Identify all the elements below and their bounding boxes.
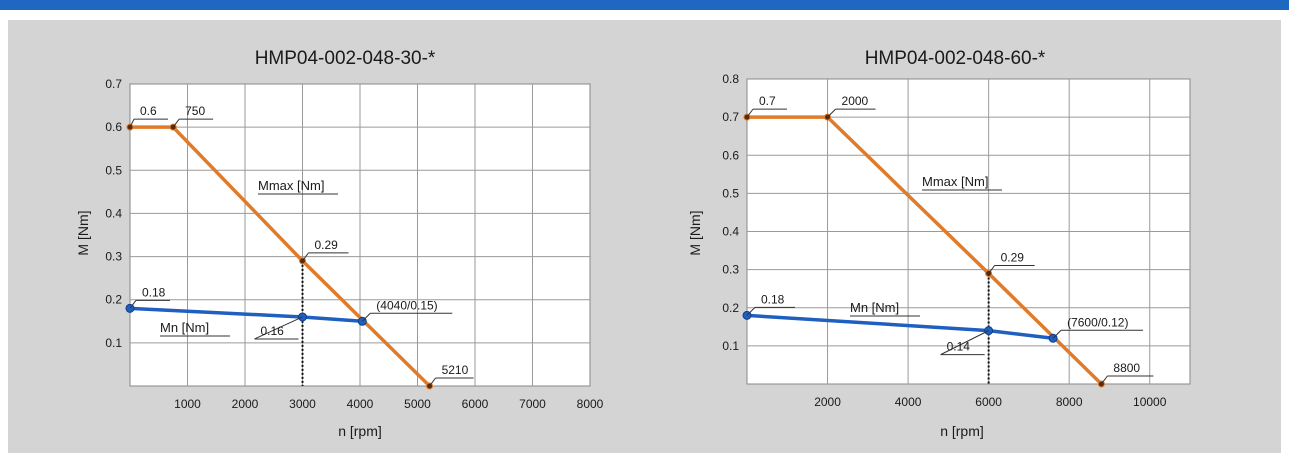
x-tick-label: 7000 — [519, 397, 546, 411]
chart-right: HMP04-002-048-60-* n [rpm] M [Nm] 2000 40… — [687, 48, 1191, 439]
annotation-leader — [429, 377, 436, 387]
y-tick-label: 0.2 — [105, 293, 122, 307]
x-tick-label: 6000 — [975, 395, 1002, 409]
annotation-leader — [254, 316, 303, 340]
annotation-leader — [827, 108, 836, 118]
y-tick-label: 0.6 — [722, 148, 739, 162]
chart-left: HMP04-002-048-30-* n [rpm] M [Nm] 1000 20… — [75, 48, 604, 439]
series-label-mmax: Mmax [Nm] — [258, 178, 324, 193]
x-tick-label: 3000 — [289, 397, 316, 411]
y-axis-label: M [Nm] — [687, 210, 703, 255]
y-tick-label: 0.8 — [722, 72, 739, 86]
x-tick-label: 8000 — [1056, 395, 1083, 409]
y-tick-label: 0.7 — [722, 110, 739, 124]
annotation-label: 0.14 — [947, 340, 971, 354]
annotation-label: 5210 — [442, 363, 469, 377]
x-tick-label: 6000 — [462, 397, 489, 411]
x-tick-label: 8000 — [577, 397, 604, 411]
annotation-label: 0.6 — [140, 104, 157, 118]
annotation-label: 0.18 — [761, 292, 785, 306]
series-label-mn: Mn [Nm] — [160, 320, 209, 335]
annotation-leader — [129, 300, 137, 309]
series-line-mmax — [747, 115, 1103, 386]
series-label-mmax: Mmax [Nm] — [922, 174, 988, 189]
x-tick-label: 2000 — [232, 397, 259, 411]
chart-title: HMP04-002-048-60-* — [865, 48, 1046, 69]
y-tick-label: 0.3 — [722, 263, 739, 277]
x-tick-label: 10000 — [1133, 395, 1167, 409]
x-axis-label: n [rpm] — [940, 423, 984, 439]
annotation-label: (7600/0.12) — [1067, 315, 1128, 329]
y-tick-label: 0.5 — [722, 186, 739, 200]
annotation-label: 0.18 — [142, 285, 166, 299]
annotation-label: 0.29 — [315, 238, 339, 252]
annotation-leader — [988, 265, 996, 274]
x-tick-label: 2000 — [814, 395, 841, 409]
x-tick-label: 4000 — [347, 397, 374, 411]
annotation-leader — [1101, 375, 1108, 385]
annotation-leader — [746, 108, 754, 118]
chart-title: HMP04-002-048-30-* — [255, 48, 436, 69]
annotation-label: 0.29 — [1001, 250, 1025, 264]
x-tick-label: 1000 — [174, 397, 201, 411]
series-label-mn: Mn [Nm] — [850, 300, 899, 315]
x-axis-label: n [rpm] — [338, 423, 382, 439]
y-tick-label: 0.7 — [105, 77, 122, 91]
annotation-label: 750 — [185, 104, 205, 118]
y-tick-label: 0.4 — [722, 225, 739, 239]
annotation-label: 2000 — [842, 94, 869, 108]
annotation-leader — [361, 312, 371, 322]
annotation-leader — [1052, 329, 1062, 339]
top-accent-bar — [0, 0, 1289, 10]
y-tick-label: 0.2 — [722, 301, 739, 315]
x-tick-label: 4000 — [895, 395, 922, 409]
annotation-leader — [129, 118, 135, 128]
annotation-leader — [746, 307, 756, 316]
y-tick-label: 0.1 — [105, 336, 122, 350]
annotation-leader — [302, 252, 309, 262]
y-tick-label: 0.5 — [105, 163, 122, 177]
annotation-label: (4040/0.15) — [376, 298, 437, 312]
y-axis-label: M [Nm] — [75, 210, 91, 255]
annotation-leader — [172, 118, 180, 128]
annotation-label: 0.7 — [759, 94, 776, 108]
annotation-label: 8800 — [1113, 361, 1140, 375]
y-tick-label: 0.3 — [105, 250, 122, 264]
y-tick-label: 0.4 — [105, 206, 122, 220]
y-tick-label: 0.1 — [722, 339, 739, 353]
x-tick-label: 5000 — [404, 397, 431, 411]
y-tick-label: 0.6 — [105, 120, 122, 134]
annotation-label: 0.16 — [261, 324, 285, 338]
annotation-leader — [940, 330, 989, 356]
